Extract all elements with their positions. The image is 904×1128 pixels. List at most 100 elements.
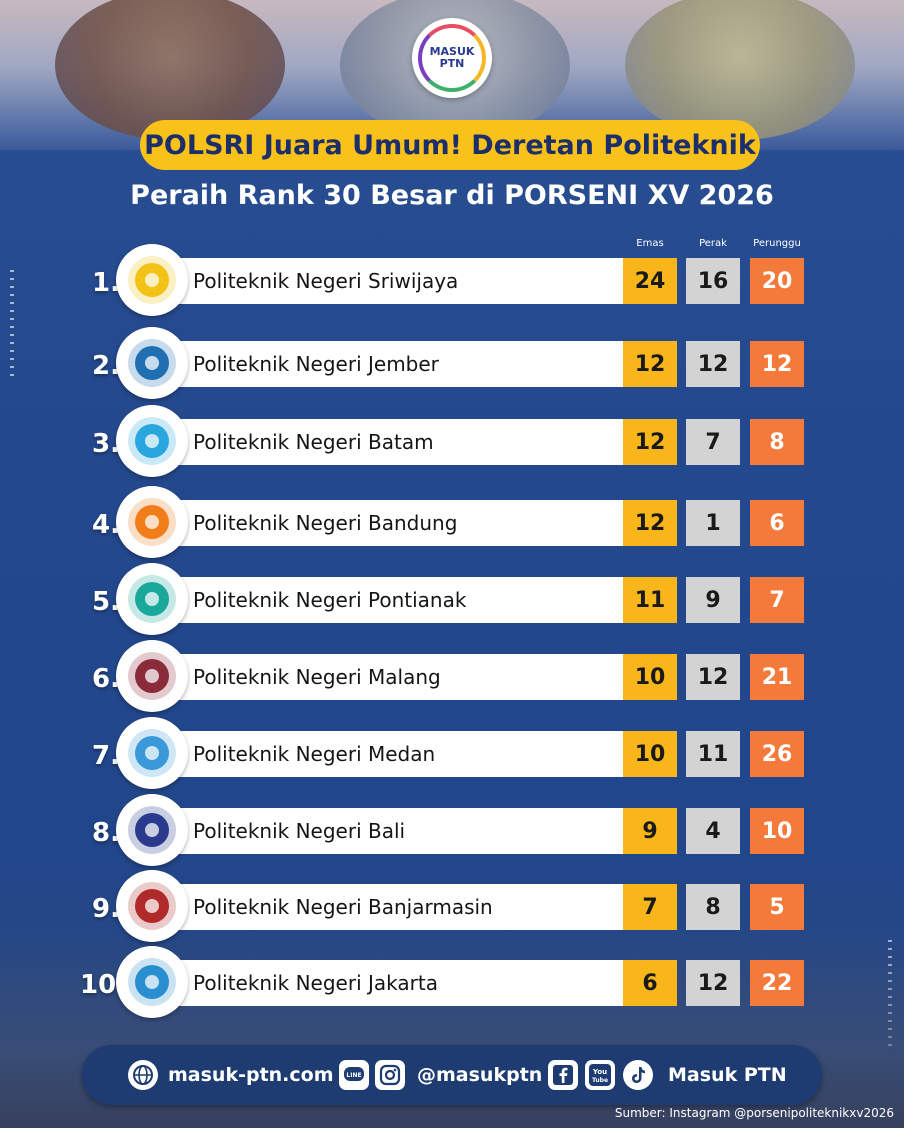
svg-text:Tube: Tube: [592, 1077, 608, 1084]
ranking-row: 6. Politeknik Negeri Malang 10 12 21: [0, 640, 904, 724]
name-bar: [150, 258, 625, 304]
page-subtitle: Peraih Rank 30 Besar di PORSENI XV 2026: [130, 180, 774, 211]
gold-medal-count: 24: [623, 258, 677, 304]
bronze-medal-image: [55, 0, 285, 140]
rank-number: 8.: [92, 818, 120, 848]
tiktok-icon[interactable]: [623, 1060, 653, 1090]
gold-medal-count: 9: [623, 808, 677, 854]
gold-medal-count: 7: [623, 884, 677, 930]
ranking-row: 8. Politeknik Negeri Bali 9 4 10: [0, 794, 904, 878]
ranking-row: 2. Politeknik Negeri Jember 12 12 12: [0, 327, 904, 411]
institution-name: Politeknik Negeri Batam: [193, 430, 434, 454]
institution-name: Politeknik Negeri Bandung: [193, 511, 458, 535]
institution-emblem-icon: [128, 498, 176, 546]
source-credit: Sumber: Instagram @porsenipoliteknikxv20…: [614, 1106, 894, 1120]
rank-number: 5.: [92, 587, 120, 617]
name-bar: [150, 341, 625, 387]
facebook-icon[interactable]: [548, 1060, 578, 1090]
institution-name: Politeknik Negeri Bali: [193, 819, 406, 843]
rank-number: 6.: [92, 664, 120, 694]
footer-bar: masuk-ptn.com LINE @masukptn You Tube Mas…: [82, 1045, 822, 1105]
ranking-row: 4. Politeknik Negeri Bandung 12 1 6: [0, 486, 904, 570]
institution-name: Politeknik Negeri Sriwijaya: [193, 269, 459, 293]
youtube-icon[interactable]: You Tube: [585, 1060, 615, 1090]
bronze-medal-count: 22: [750, 960, 804, 1006]
name-bar: [150, 419, 625, 465]
bronze-medal-count: 5: [750, 884, 804, 930]
page-title: POLSRI Juara Umum! Deretan Politeknik: [144, 129, 756, 161]
silver-medal-count: 12: [686, 341, 740, 387]
institution-logo: [116, 327, 188, 399]
name-bar: [150, 654, 625, 700]
name-bar: [150, 500, 625, 546]
institution-emblem-icon: [128, 652, 176, 700]
ranking-row: 9. Politeknik Negeri Banjarmasin 7 8 5: [0, 870, 904, 954]
bronze-medal-count: 21: [750, 654, 804, 700]
rank-number: 10.: [80, 970, 127, 1000]
institution-name: Politeknik Negeri Jakarta: [193, 971, 438, 995]
rank-number: 7.: [92, 741, 120, 771]
globe-icon: [128, 1060, 158, 1090]
institution-name: Politeknik Negeri Banjarmasin: [193, 895, 493, 919]
masuk-ptn-logo: MASUK PTN: [412, 18, 492, 98]
name-bar: [150, 808, 625, 854]
silver-medal-count: 9: [686, 577, 740, 623]
rank-number: 2.: [92, 351, 120, 381]
instagram-icon[interactable]: [375, 1060, 405, 1090]
gold-medal-count: 12: [623, 419, 677, 465]
bronze-medal-count: 7: [750, 577, 804, 623]
gold-medal-count: 10: [623, 654, 677, 700]
bronze-medal-count: 6: [750, 500, 804, 546]
institution-name: Politeknik Negeri Pontianak: [193, 588, 467, 612]
institution-logo: [116, 244, 188, 316]
footer-social-handle[interactable]: @masukptn: [417, 1064, 543, 1086]
gold-medal-image: [625, 0, 855, 140]
rank-number: 9.: [92, 894, 120, 924]
institution-logo: [116, 870, 188, 942]
name-bar: [150, 960, 625, 1006]
decorative-dots-left: [10, 270, 14, 380]
institution-emblem-icon: [128, 256, 176, 304]
silver-medal-count: 16: [686, 258, 740, 304]
bronze-medal-count: 26: [750, 731, 804, 777]
rank-number: 1.: [92, 268, 120, 298]
gold-medal-count: 12: [623, 341, 677, 387]
institution-name: Politeknik Negeri Malang: [193, 665, 441, 689]
silver-medal-count: 1: [686, 500, 740, 546]
svg-text:LINE: LINE: [346, 1072, 361, 1079]
gold-medal-count: 10: [623, 731, 677, 777]
institution-name: Politeknik Negeri Medan: [193, 742, 436, 766]
line-icon[interactable]: LINE: [339, 1060, 369, 1090]
institution-emblem-icon: [128, 729, 176, 777]
title-banner: POLSRI Juara Umum! Deretan Politeknik: [140, 120, 760, 170]
institution-emblem-icon: [128, 958, 176, 1006]
bronze-medal-count: 8: [750, 419, 804, 465]
institution-emblem-icon: [128, 417, 176, 465]
column-header-silver: Perak: [699, 238, 727, 249]
institution-logo: [116, 717, 188, 789]
rank-number: 4.: [92, 510, 120, 540]
silver-medal-count: 11: [686, 731, 740, 777]
institution-emblem-icon: [128, 339, 176, 387]
silver-medal-count: 12: [686, 654, 740, 700]
ranking-row: 3. Politeknik Negeri Batam 12 7 8: [0, 405, 904, 489]
institution-name: Politeknik Negeri Jember: [193, 352, 439, 376]
silver-medal-count: 8: [686, 884, 740, 930]
institution-logo: [116, 405, 188, 477]
institution-logo: [116, 563, 188, 635]
footer-website[interactable]: masuk-ptn.com: [168, 1064, 334, 1086]
institution-emblem-icon: [128, 806, 176, 854]
column-header-bronze: Perunggu: [753, 238, 801, 249]
column-header-gold: Emas: [636, 238, 664, 249]
institution-logo: [116, 794, 188, 866]
gold-medal-count: 12: [623, 500, 677, 546]
bronze-medal-count: 12: [750, 341, 804, 387]
bronze-medal-count: 10: [750, 808, 804, 854]
logo-ring: [418, 24, 486, 92]
ranking-row: 10. Politeknik Negeri Jakarta 6 12 22: [0, 946, 904, 1030]
gold-medal-count: 6: [623, 960, 677, 1006]
silver-medal-count: 12: [686, 960, 740, 1006]
footer-brand-name[interactable]: Masuk PTN: [668, 1064, 787, 1086]
institution-logo: [116, 640, 188, 712]
gold-medal-count: 11: [623, 577, 677, 623]
